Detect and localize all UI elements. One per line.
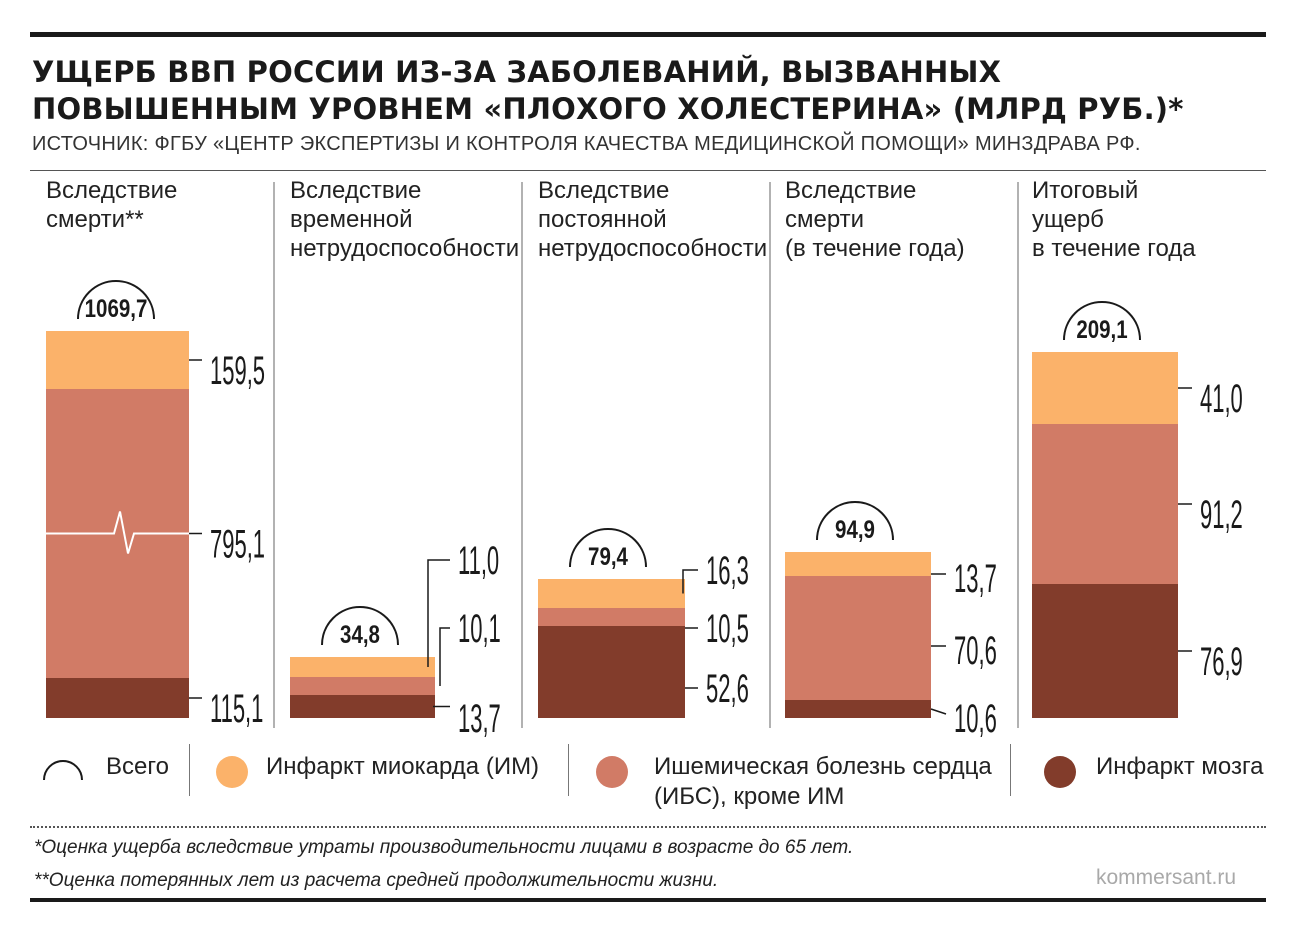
segment-value-label: 11,0	[458, 538, 499, 583]
footnote-2: **Оценка потерянных лет из расчета средн…	[34, 870, 719, 891]
bar-segment-ihd	[538, 608, 685, 626]
bar-segment-stroke	[46, 678, 189, 718]
bar-segment-stroke	[538, 626, 685, 718]
bar-total-label: 94,9	[835, 515, 875, 543]
panel-header-line: в течение года	[1032, 235, 1196, 262]
segment-value-label: 41,0	[1200, 376, 1243, 421]
panel-header-line: Вследствие	[538, 177, 669, 204]
leader-line	[930, 708, 947, 715]
total-arc	[77, 280, 155, 320]
legend-stroke-swatch	[1044, 756, 1076, 788]
bar-segment-ihd	[290, 677, 435, 695]
header-rule	[30, 170, 1266, 171]
panel-header-line: Вследствие	[46, 177, 177, 204]
segment-value-label: 115,1	[210, 686, 263, 731]
total-arc	[1063, 301, 1141, 341]
panel-header-line: Вследствие	[290, 177, 421, 204]
bar-segment-stroke	[785, 700, 931, 718]
segment-value-label: 10,6	[954, 696, 997, 738]
total-arc	[816, 501, 894, 541]
legend-separator	[1010, 744, 1011, 796]
leader-line	[439, 627, 450, 686]
bar-segment-mi	[785, 552, 931, 576]
bottom-rule	[30, 898, 1266, 902]
panel-header-line: нетрудоспособности	[290, 235, 519, 262]
segment-value-label: 76,9	[1200, 639, 1243, 684]
legend-stroke-label: Инфаркт мозга	[1096, 753, 1264, 780]
source-note: ИСТОЧНИК: ФГБУ «ЦЕНТР ЭКСПЕРТИЗЫ И КОНТР…	[32, 133, 1141, 155]
bar-total-label: 1069,7	[85, 294, 148, 322]
brand-label: kommersant.ru	[1096, 866, 1237, 889]
bar-segment-mi	[290, 657, 435, 677]
bar-segment-stroke	[1032, 584, 1178, 718]
legend-ihd-swatch	[596, 756, 628, 788]
legend-ihd-label: Ишемическая болезнь сердца (ИБС), кроме …	[654, 752, 992, 812]
axis-break-mark	[46, 511, 189, 554]
legend-ihd-line-2: (ИБС), кроме ИМ	[654, 783, 845, 810]
bar-segment-mi	[46, 331, 189, 389]
total-arc	[569, 528, 647, 568]
legend-ihd-line-1: Ишемическая болезнь сердца	[654, 753, 992, 780]
legend-total-label: Всего	[106, 753, 169, 780]
legend-mi-label: Инфаркт миокарда (ИМ)	[266, 753, 540, 780]
top-rule	[30, 32, 1266, 37]
panel-header-line: (в течение года)	[785, 235, 965, 262]
bar-segment-stroke	[290, 695, 435, 718]
panel-header-line: Вследствие	[785, 177, 916, 204]
segment-value-label: 13,7	[458, 696, 501, 738]
footnote-1: *Оценка ущерба вследствие утраты произво…	[34, 837, 854, 858]
bar-total-label: 209,1	[1076, 315, 1128, 343]
title-line-1: УЩЕРБ ВВП РОССИИ ИЗ-ЗА ЗАБОЛЕВАНИЙ, ВЫЗВ…	[32, 55, 1002, 89]
segment-value-label: 795,1	[210, 522, 265, 567]
leader-line	[682, 569, 698, 594]
bar-segment-ihd	[785, 576, 931, 700]
panel-header-line: постоянной	[538, 206, 667, 233]
segment-value-label: 52,6	[706, 666, 749, 711]
stacked-bar-chart: Вследствиесмерти**1069,7159,5795,1115,1В…	[46, 177, 1243, 738]
bar-segment-mi	[538, 579, 685, 608]
legend: Всего Инфаркт миокарда (ИМ) Ишемическая …	[30, 740, 1266, 822]
segment-value-label: 10,1	[458, 606, 501, 651]
bar-total-label: 34,8	[340, 620, 380, 648]
panel-header-line: Итоговый	[1032, 177, 1138, 204]
segment-value-label: 10,5	[706, 606, 749, 651]
total-arc	[321, 606, 399, 646]
segment-value-label: 13,7	[954, 556, 997, 601]
segment-value-label: 70,6	[954, 628, 997, 673]
legend-separator	[568, 744, 569, 796]
leader-line	[427, 559, 450, 667]
bar-segment-ihd	[1032, 424, 1178, 584]
panel-header-line: смерти**	[46, 206, 144, 233]
bar-total-label: 79,4	[588, 542, 628, 570]
title-line-2: ПОВЫШЕННЫМ УРОВНЕМ «ПЛОХОГО ХОЛЕСТЕРИНА»…	[32, 92, 1184, 126]
bar-segment-mi	[1032, 352, 1178, 424]
panel-header-line: нетрудоспособности	[538, 235, 767, 262]
segment-value-label: 91,2	[1200, 492, 1243, 537]
segment-value-label: 16,3	[706, 548, 749, 593]
chart-title: УЩЕРБ ВВП РОССИИ ИЗ-ЗА ЗАБОЛЕВАНИЙ, ВЫЗВ…	[32, 54, 1262, 128]
total-arc-icon	[43, 760, 83, 781]
panel-header-line: временной	[290, 206, 413, 233]
legend-separator	[189, 744, 190, 796]
panel-header-line: ущерб	[1032, 206, 1104, 233]
panel-header-line: смерти	[785, 206, 864, 233]
footnote-divider	[30, 826, 1266, 828]
legend-mi-swatch	[216, 756, 248, 788]
segment-value-label: 159,5	[210, 348, 265, 393]
